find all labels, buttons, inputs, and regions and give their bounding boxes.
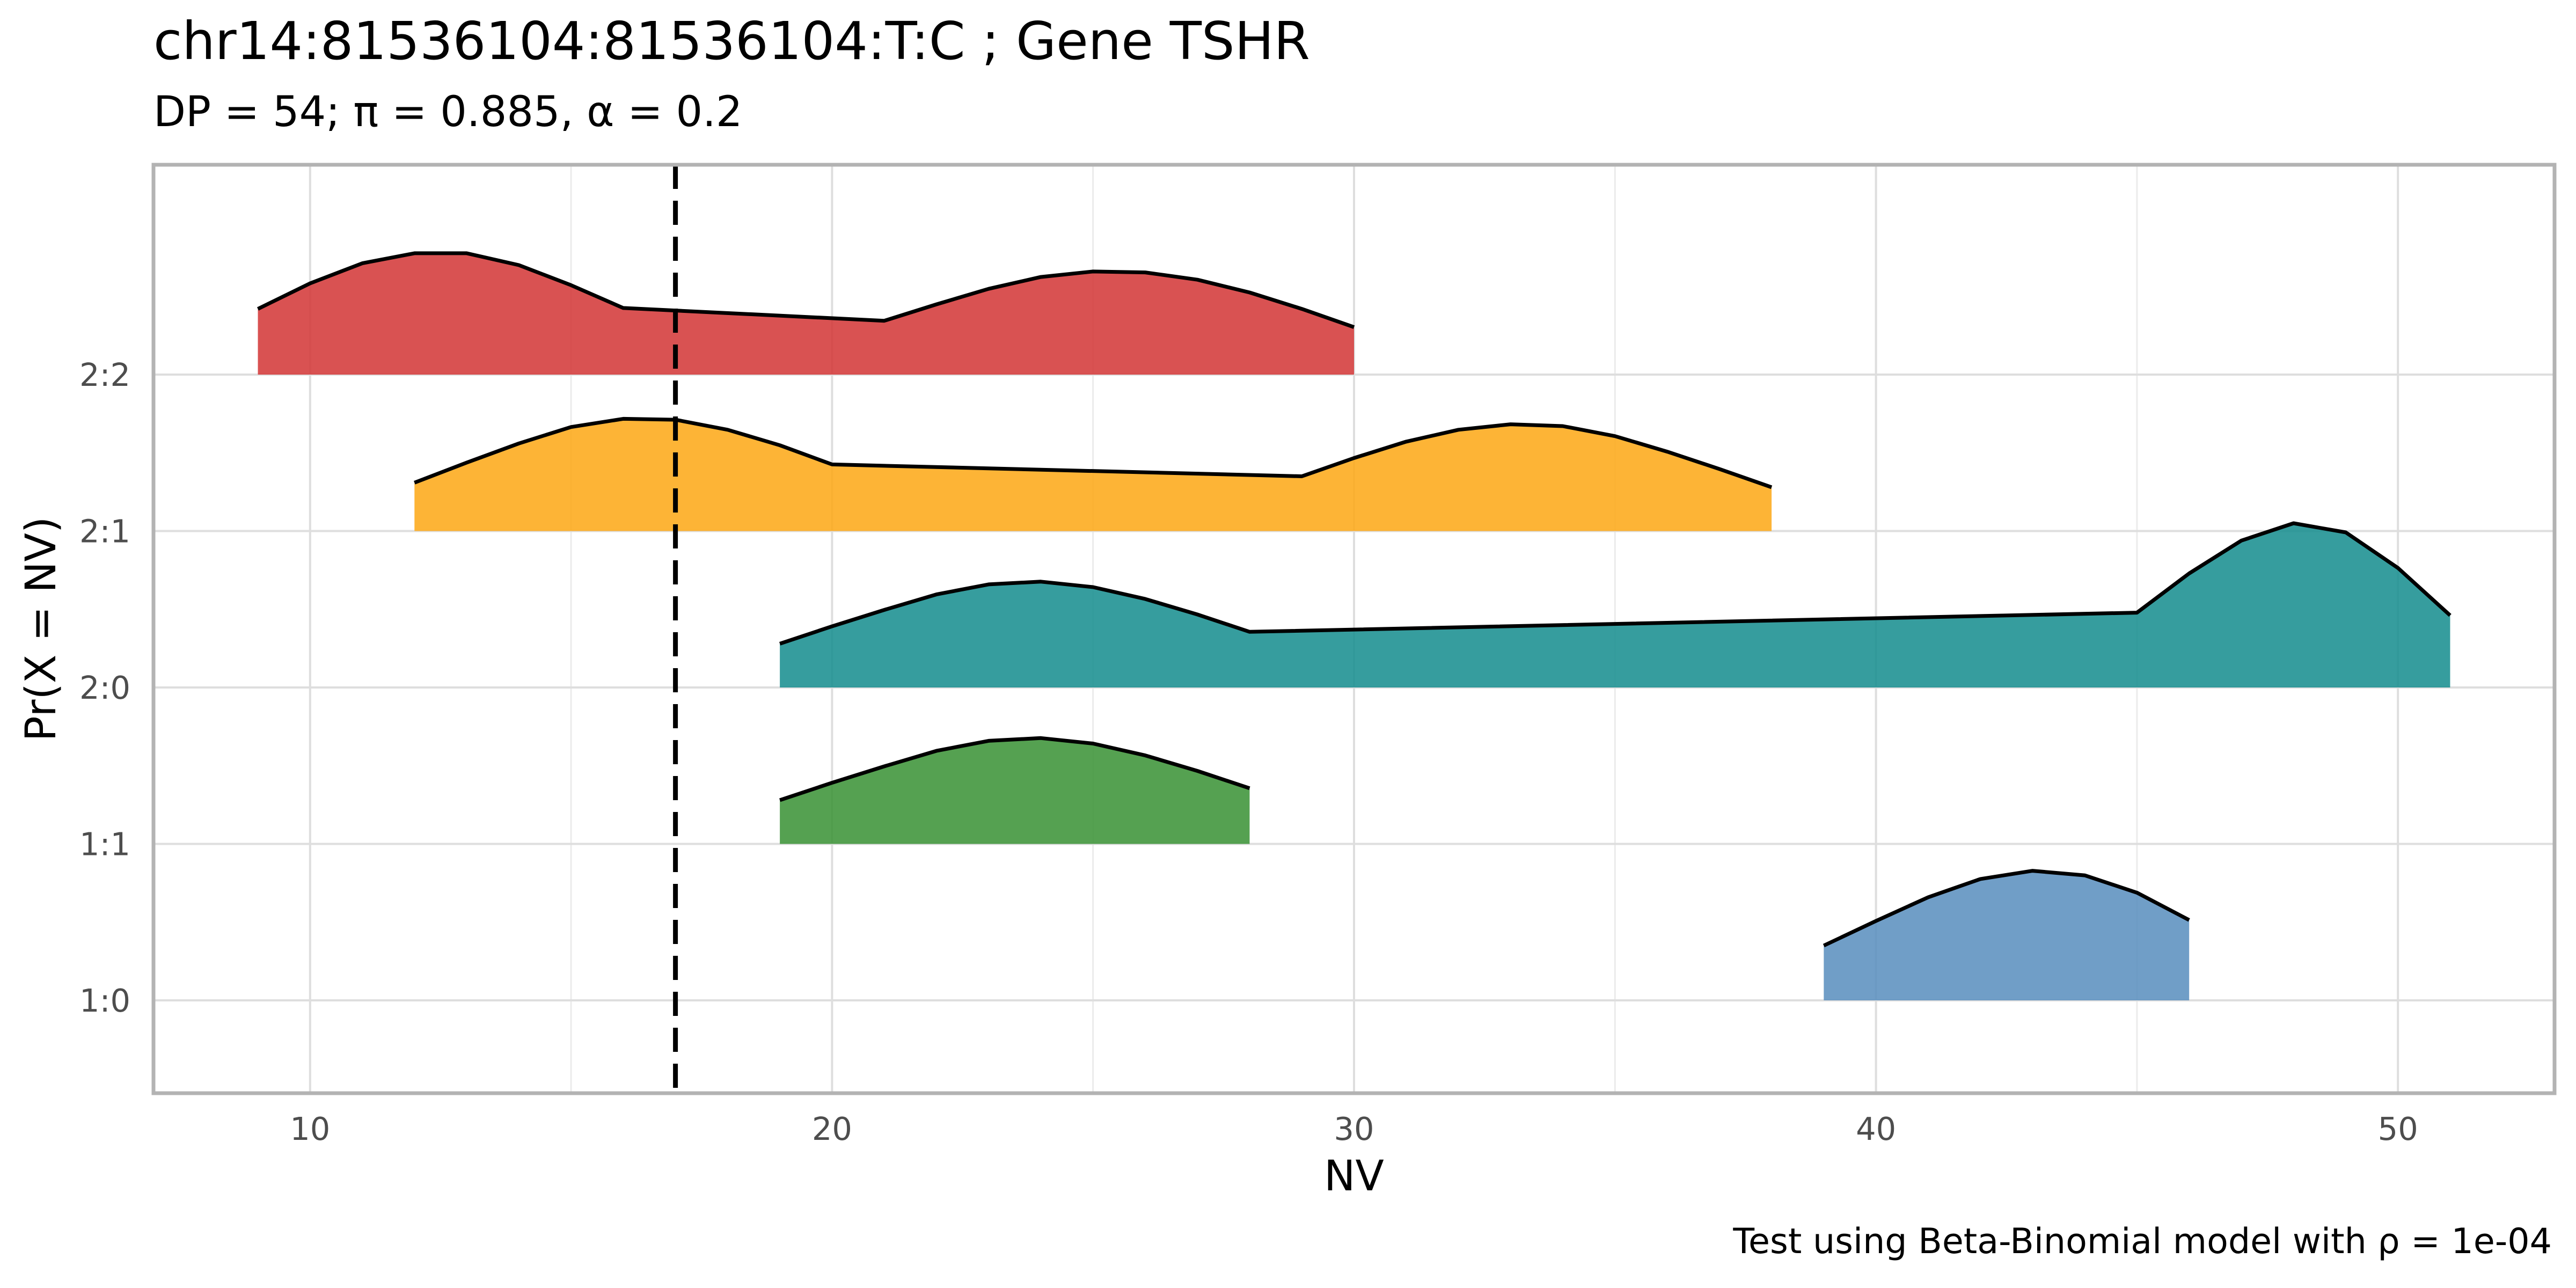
x-tick-label: 20 bbox=[812, 1110, 852, 1147]
x-tick-label: 40 bbox=[1856, 1110, 1896, 1147]
x-tick-label: 50 bbox=[2378, 1110, 2418, 1147]
ridge-area-2-2 bbox=[258, 253, 1354, 375]
y-axis-ticks: 1:0 1:1 2:0 2:1 2:2 bbox=[79, 356, 130, 1019]
ridge-area-1-1 bbox=[780, 738, 1250, 844]
ridge-area-2-0 bbox=[780, 523, 2450, 687]
y-axis-title: Pr(X = NV) bbox=[17, 517, 65, 742]
y-tick-label: 1:0 bbox=[79, 982, 130, 1019]
chart-caption: Test using Beta-Binomial model with ρ = … bbox=[1732, 1221, 2552, 1262]
chart-title: chr14:81536104:81536104:T:C ; Gene TSHR bbox=[153, 11, 1310, 71]
ridge-line-2-2 bbox=[257, 251, 1355, 329]
ridge-area-2-1 bbox=[414, 419, 1772, 531]
ridge-line-1-0 bbox=[1823, 869, 2190, 948]
y-tick-label: 2:2 bbox=[79, 356, 130, 393]
ridge-line-2-0 bbox=[779, 521, 2451, 646]
x-axis-ticks: 10 20 30 40 50 bbox=[290, 1110, 2418, 1147]
y-tick-label: 2:0 bbox=[79, 669, 130, 706]
ridge-area-1-0 bbox=[1824, 870, 2190, 1000]
x-tick-label: 10 bbox=[290, 1110, 330, 1147]
panel-border bbox=[151, 163, 2557, 1095]
y-tick-label: 1:1 bbox=[79, 826, 130, 863]
y-tick-label: 2:1 bbox=[79, 513, 130, 550]
ridge-line-2-1 bbox=[414, 416, 1773, 489]
x-axis-title: NV bbox=[1324, 1152, 1384, 1201]
chart-subtitle: DP = 54; π = 0.885, α = 0.2 bbox=[153, 88, 743, 136]
ridge-line-1-1 bbox=[779, 736, 1250, 802]
density-areas bbox=[257, 251, 2451, 1000]
x-tick-label: 30 bbox=[1334, 1110, 1374, 1147]
